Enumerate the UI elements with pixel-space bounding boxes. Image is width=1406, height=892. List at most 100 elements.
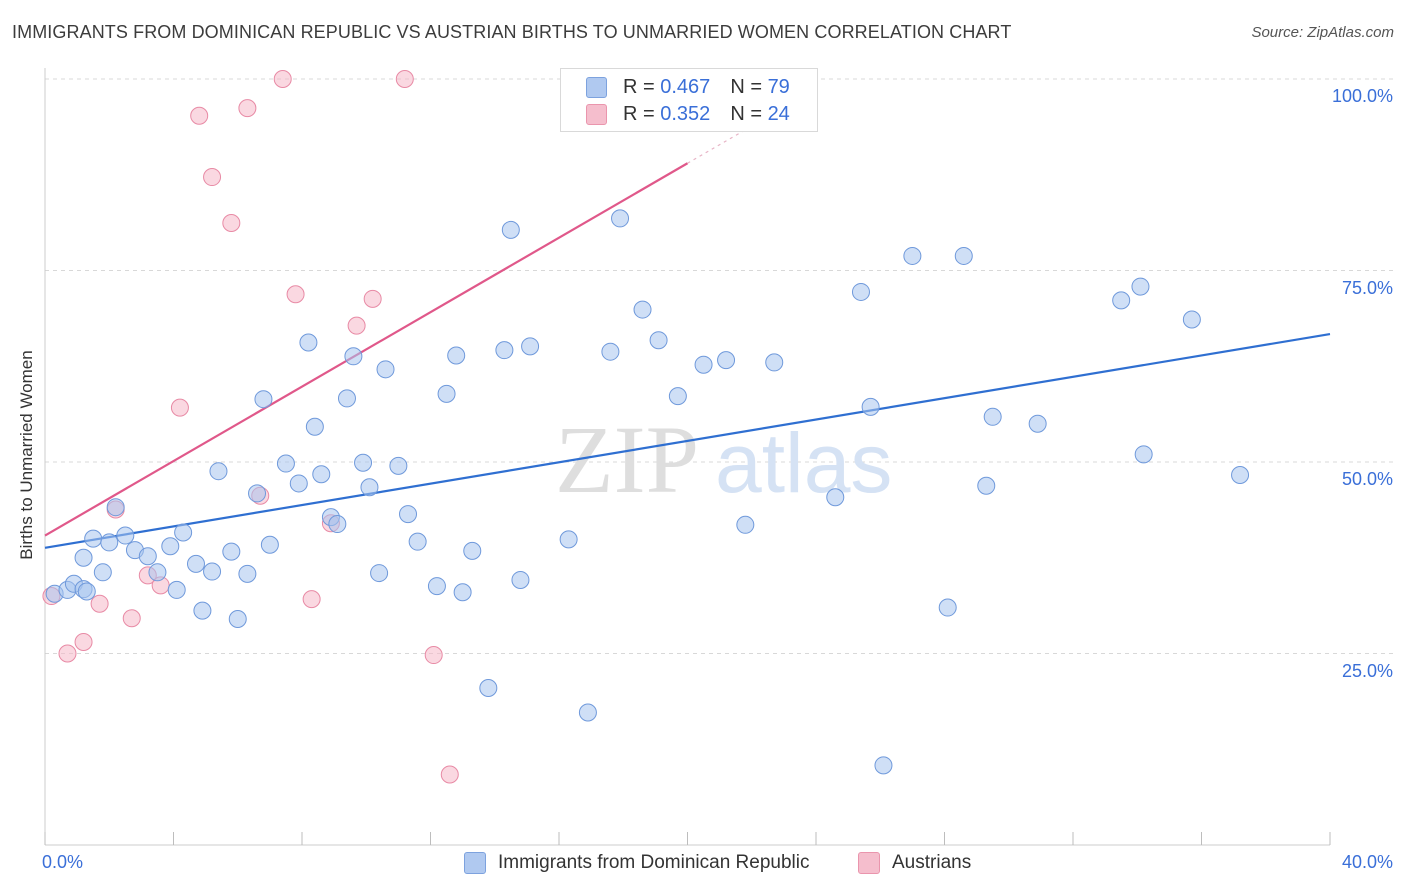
- data-point-austrians: [395, 70, 414, 88]
- data-point-austrians: [347, 316, 366, 335]
- data-point-austrians: [363, 289, 382, 308]
- data-point-dominican: [337, 389, 356, 408]
- data-point-dominican: [209, 462, 228, 481]
- n-value: 24: [767, 102, 790, 125]
- y-tick-label-100: 100.0%: [1331, 86, 1393, 106]
- data-point-dominican: [453, 583, 472, 602]
- data-point-dominican: [360, 478, 379, 497]
- legend-swatch-austrians: [858, 852, 880, 874]
- data-point-austrians: [424, 646, 443, 665]
- data-point-dominican: [826, 488, 845, 507]
- data-point-dominican: [851, 282, 870, 301]
- data-point-dominican: [694, 355, 713, 374]
- data-point-austrians: [273, 70, 292, 88]
- data-point-dominican: [717, 351, 736, 370]
- trend-line-1: [44, 162, 689, 537]
- data-point-austrians: [222, 214, 241, 233]
- data-point-dominican: [649, 331, 668, 350]
- chart-title: IMMIGRANTS FROM DOMINICAN REPUBLIC VS AU…: [12, 22, 1012, 42]
- data-point-dominican: [77, 582, 96, 601]
- data-point-dominican: [167, 580, 186, 599]
- data-point-dominican: [148, 563, 167, 582]
- data-point-dominican: [495, 341, 514, 360]
- data-point-dominican: [74, 548, 93, 567]
- data-point-dominican: [312, 465, 331, 484]
- data-point-dominican: [254, 390, 273, 409]
- data-point-austrians: [90, 594, 109, 613]
- data-point-dominican: [501, 220, 520, 239]
- data-point-dominican: [299, 333, 318, 352]
- data-point-dominican: [376, 360, 395, 379]
- data-point-dominican: [289, 474, 308, 493]
- y-axis-label: Births to Unmarried Women: [17, 350, 36, 560]
- data-point-dominican: [1112, 291, 1131, 310]
- data-point-dominican: [938, 598, 957, 617]
- data-point-dominican: [1231, 466, 1250, 485]
- data-point-dominican: [186, 554, 205, 573]
- trend-lines: [44, 88, 1331, 549]
- data-point-dominican: [399, 505, 418, 524]
- data-point-dominican: [437, 384, 456, 403]
- data-point-dominican: [427, 577, 446, 596]
- data-point-dominican: [138, 547, 157, 566]
- n-value: 79: [767, 75, 790, 98]
- axes: [44, 68, 1331, 846]
- data-point-dominican: [903, 246, 922, 265]
- data-point-dominican: [248, 484, 267, 503]
- data-point-austrians: [122, 609, 141, 628]
- data-point-austrians: [203, 168, 222, 187]
- watermark-atlas: atlas: [715, 416, 892, 510]
- n-label: N =: [730, 102, 762, 125]
- data-point-dominican: [765, 353, 784, 372]
- data-point-austrians: [74, 633, 93, 652]
- data-point-austrians: [286, 285, 305, 304]
- data-point-dominican: [559, 530, 578, 549]
- data-point-dominican: [1131, 277, 1150, 296]
- data-point-austrians: [440, 765, 459, 784]
- data-point-dominican: [370, 564, 389, 583]
- x-tick-label-max: 40.0%: [1341, 852, 1393, 872]
- data-point-dominican: [578, 703, 597, 722]
- data-point-dominican: [354, 453, 373, 472]
- data-point-dominican: [1182, 310, 1201, 329]
- data-point-austrians: [170, 398, 189, 417]
- data-point-dominican: [260, 535, 279, 554]
- data-point-dominican: [408, 532, 427, 551]
- data-points: [42, 70, 1250, 784]
- stats-legend-row-dominican: R = 0.467 N = 79: [586, 74, 790, 100]
- data-point-dominican: [611, 209, 630, 228]
- data-point-dominican: [874, 756, 893, 775]
- r-label: R =: [623, 102, 655, 125]
- data-point-dominican: [479, 678, 498, 697]
- legend-swatch-austrians: [586, 103, 607, 125]
- y-tick-label-25: 25.0%: [1341, 660, 1393, 681]
- r-value: 0.467: [660, 75, 711, 98]
- data-point-dominican: [203, 562, 222, 581]
- trend-line-0: [44, 332, 1331, 549]
- data-point-dominican: [668, 387, 687, 406]
- series-legend-austrians[interactable]: Austrians: [858, 852, 971, 874]
- data-point-dominican: [511, 570, 530, 589]
- x-tick-label-min: 0.0%: [42, 852, 84, 872]
- data-point-dominican: [983, 407, 1002, 426]
- data-point-dominican: [228, 610, 247, 629]
- stats-legend: R = 0.467 N = 79 R = 0.352 N = 24: [560, 68, 818, 132]
- data-point-dominican: [954, 246, 973, 265]
- data-point-austrians: [58, 644, 77, 663]
- data-point-dominican: [222, 542, 241, 561]
- legend-label-dominican: Immigrants from Dominican Republic: [498, 852, 810, 873]
- r-value: 0.352: [660, 102, 711, 125]
- data-point-dominican: [84, 529, 103, 548]
- data-point-dominican: [174, 523, 193, 542]
- data-point-dominican: [447, 346, 466, 365]
- data-point-dominican: [521, 337, 540, 356]
- data-point-dominican: [344, 347, 363, 366]
- data-point-dominican: [601, 342, 620, 361]
- data-point-austrians: [190, 106, 209, 125]
- data-point-dominican: [193, 601, 212, 620]
- data-point-dominican: [328, 515, 347, 534]
- data-point-dominican: [161, 537, 180, 556]
- series-legend-dominican[interactable]: Immigrants from Dominican Republic: [464, 852, 810, 874]
- data-point-dominican: [861, 397, 880, 416]
- data-point-dominican: [1028, 414, 1047, 433]
